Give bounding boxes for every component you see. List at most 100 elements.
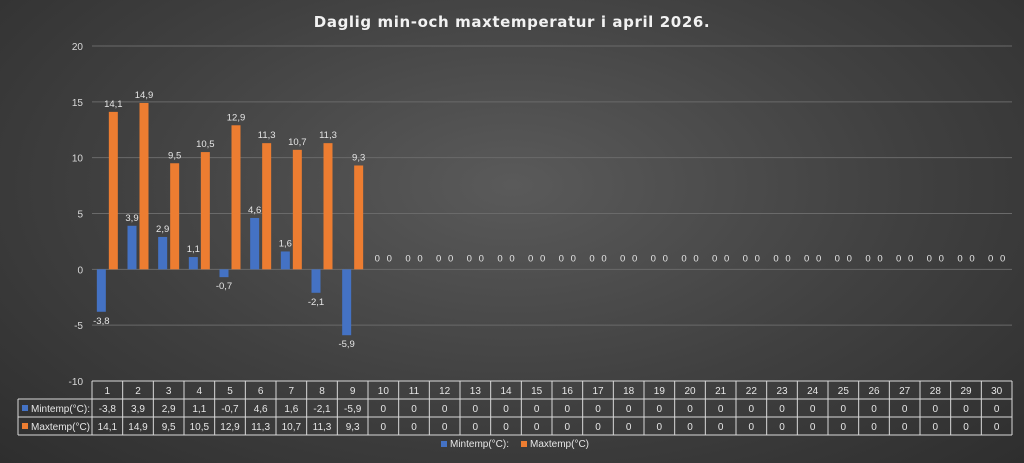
table-cell: 10,7 [282, 422, 302, 433]
legend-label: Mintemp(°C): [450, 439, 509, 450]
x-tick-label: 1 [105, 386, 111, 397]
max-temp-bar [139, 102, 149, 270]
table-cell: -0,7 [221, 404, 239, 415]
y-tick-label: 15 [72, 98, 84, 109]
max-temp-data-label: 0 [448, 253, 453, 264]
table-cell: -2,1 [313, 404, 331, 415]
table-cell: 0 [595, 404, 601, 415]
x-tick-label: 24 [807, 386, 819, 397]
y-tick-label: -5 [74, 321, 83, 332]
min-temp-data-label: 0 [835, 253, 840, 264]
table-cell: 14,9 [128, 422, 148, 433]
min-temp-data-label: 0 [804, 253, 809, 264]
max-temp-data-label: 0 [417, 253, 422, 264]
x-tick-label: 22 [746, 386, 758, 397]
max-temp-data-label: 11,3 [319, 130, 337, 141]
max-temp-data-label: 0 [387, 253, 392, 264]
max-temp-data-label: 0 [479, 253, 484, 264]
min-temp-data-label: 0 [957, 253, 962, 264]
table-cell: 0 [779, 422, 785, 433]
x-tick-label: 26 [868, 386, 880, 397]
min-temp-data-label: -5,9 [338, 339, 354, 350]
table-row-label: Mintemp(°C): [31, 404, 90, 415]
min-temp-data-label: 0 [681, 253, 686, 264]
table-cell: 1,6 [284, 404, 298, 415]
max-temp-data-label: 0 [939, 253, 944, 264]
max-temp-data-label: 9,5 [168, 150, 181, 161]
table-cell: 0 [503, 404, 509, 415]
table-cell: 2,9 [162, 404, 176, 415]
max-temp-data-label: 9,3 [352, 152, 365, 163]
table-cell: 11,3 [313, 422, 332, 433]
max-temp-data-label: 10,5 [196, 139, 215, 150]
min-temp-data-label: 0 [712, 253, 717, 264]
max-temp-data-label: 12,9 [227, 112, 246, 123]
min-temp-data-label: 0 [773, 253, 778, 264]
max-temp-data-label: 0 [908, 253, 913, 264]
x-tick-label: 28 [930, 386, 942, 397]
x-tick-label: 8 [319, 386, 325, 397]
x-tick-label: 12 [439, 386, 451, 397]
min-temp-data-label: 0 [467, 253, 472, 264]
x-tick-label: 3 [166, 386, 172, 397]
min-temp-data-label: 1,1 [187, 244, 200, 255]
table-cell: 0 [381, 422, 387, 433]
max-temp-data-label: 0 [847, 253, 852, 264]
min-temp-data-label: 4,6 [248, 205, 261, 216]
table-cell: 0 [994, 404, 1000, 415]
min-temp-bar [158, 236, 168, 270]
max-temp-bar [108, 111, 118, 270]
x-tick-label: 25 [838, 386, 850, 397]
table-cell: 0 [442, 422, 448, 433]
table-cell: 0 [473, 404, 479, 415]
table-cell: 0 [595, 422, 601, 433]
min-temp-data-label: -3,8 [93, 316, 109, 327]
min-temp-data-label: 0 [559, 253, 564, 264]
table-row-label: Maxtemp(°C) [31, 422, 90, 433]
table-cell: 0 [810, 422, 816, 433]
table-cell: 0 [381, 404, 387, 415]
table-cell: 0 [657, 404, 663, 415]
max-temp-data-label: 11,3 [258, 130, 276, 141]
table-cell: 0 [871, 404, 877, 415]
max-temp-data-label: 14,1 [104, 99, 123, 110]
max-temp-data-label: 0 [785, 253, 790, 264]
y-tick-label: 0 [77, 265, 83, 276]
x-tick-label: 7 [289, 386, 295, 397]
x-tick-label: 16 [562, 386, 574, 397]
y-tick-label: -10 [69, 377, 84, 388]
table-cell: 0 [565, 422, 571, 433]
min-temp-data-label: 0 [743, 253, 748, 264]
table-cell: 0 [503, 422, 509, 433]
table-cell: 0 [565, 404, 571, 415]
x-tick-label: 15 [531, 386, 543, 397]
table-cell: 0 [473, 422, 479, 433]
min-temp-data-label: -0,7 [216, 281, 232, 292]
min-temp-data-label: 0 [589, 253, 594, 264]
legend-key [521, 441, 527, 447]
legend-label: Maxtemp(°C) [530, 439, 589, 450]
table-cell: 1,1 [192, 404, 206, 415]
max-temp-data-label: 0 [816, 253, 821, 264]
x-tick-label: 19 [654, 386, 666, 397]
x-tick-label: 10 [378, 386, 390, 397]
max-temp-data-label: 14,9 [135, 90, 154, 101]
table-cell: 0 [626, 422, 632, 433]
table-cell: -5,9 [344, 404, 362, 415]
min-temp-bar [280, 251, 290, 270]
x-tick-label: 4 [197, 386, 203, 397]
x-tick-label: 21 [715, 386, 727, 397]
max-temp-data-label: 0 [571, 253, 576, 264]
table-cell: 0 [534, 404, 540, 415]
table-cell: 0 [749, 422, 755, 433]
max-temp-bar [170, 163, 180, 270]
table-cell: 0 [933, 404, 939, 415]
chart-title: Daglig min-och maxtemperatur i april 202… [314, 13, 710, 31]
max-temp-data-label: 0 [509, 253, 514, 264]
x-tick-label: 13 [470, 386, 482, 397]
table-cell: 0 [718, 422, 724, 433]
table-cell: 4,6 [254, 404, 268, 415]
table-cell: 0 [841, 422, 847, 433]
max-temp-bar [323, 143, 333, 270]
min-temp-data-label: 2,9 [156, 224, 169, 235]
